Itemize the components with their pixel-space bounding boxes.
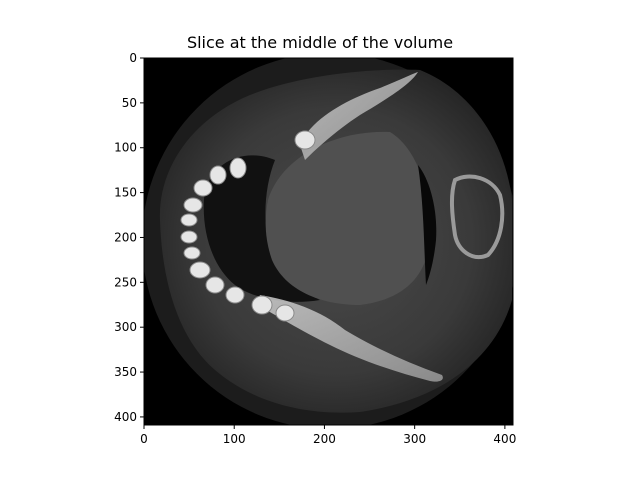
y-tick-label: 400 (114, 410, 137, 424)
y-tick-label: 0 (129, 51, 137, 65)
y-tick-label: 100 (114, 141, 137, 155)
y-tick-label: 300 (114, 320, 137, 334)
y-tick-label: 50 (122, 96, 137, 110)
plot-title: Slice at the middle of the volume (186, 33, 454, 52)
y-tick-label: 150 (114, 186, 137, 200)
x-tick-label: 200 (313, 432, 336, 446)
y-tick-label: 350 (114, 365, 137, 379)
y-axis: 0 50 100 150 200 250 300 350 400 (114, 51, 144, 424)
x-tick-label: 400 (493, 432, 516, 446)
y-tick-label: 200 (114, 230, 137, 244)
axes-frame (143, 57, 514, 426)
x-tick-label: 100 (223, 432, 246, 446)
x-tick-label: 300 (403, 432, 426, 446)
y-tick-label: 250 (114, 275, 137, 289)
x-tick-label: 0 (140, 432, 148, 446)
ct-image (144, 58, 513, 425)
x-axis: 0 100 200 300 400 (140, 425, 516, 446)
